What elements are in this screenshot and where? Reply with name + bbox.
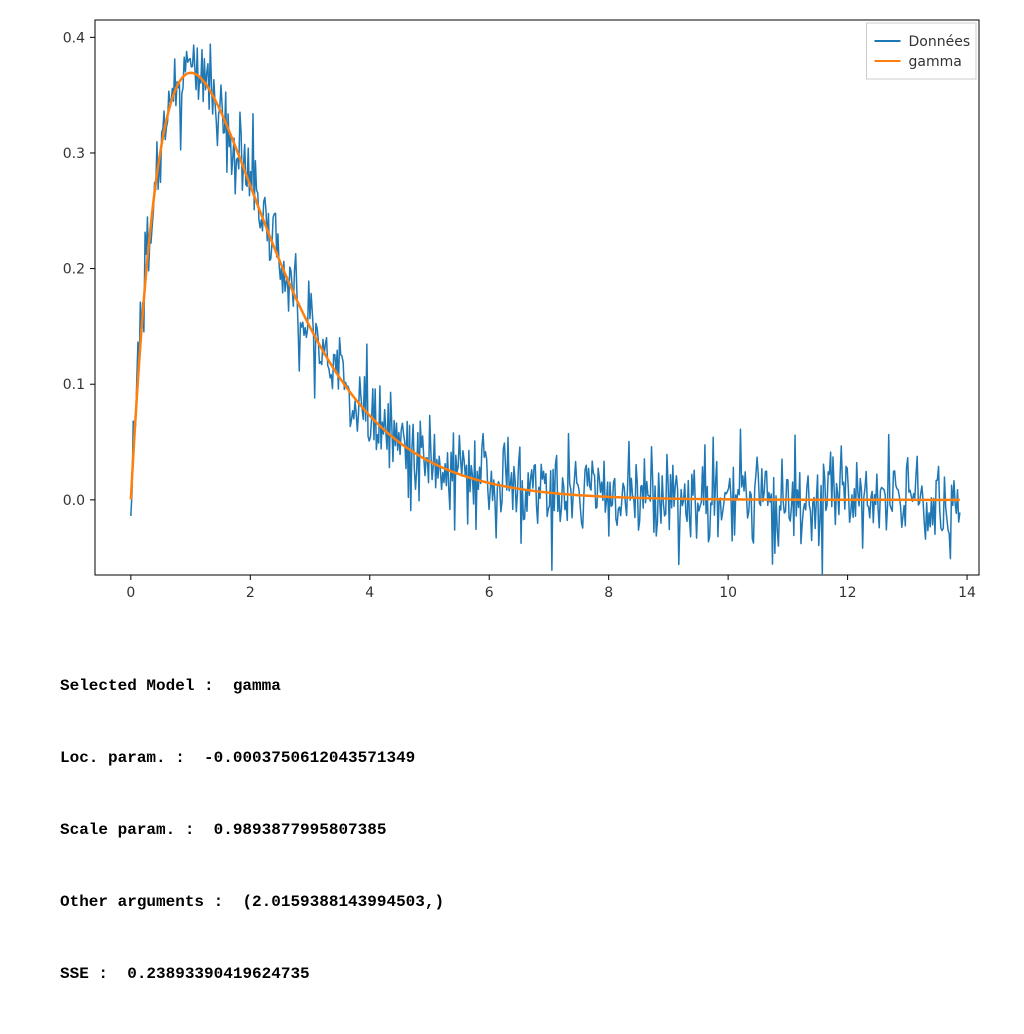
- x-tick-label: 0: [126, 585, 135, 601]
- chart-container: 0 2 4 6 8 10 12 14 0.0 0.1 0.2 0.3 0.4 Données gamma: [0, 0, 1024, 620]
- model-output-block: Selected Model : gamma Loc. param. : -0.…: [60, 626, 444, 1034]
- other-args-line: Other arguments : (2.0159388143994503,): [60, 890, 444, 914]
- x-tick-label: 14: [958, 585, 976, 601]
- x-tick-label: 8: [604, 585, 613, 601]
- y-tick-label: 0.3: [63, 146, 85, 162]
- y-tick-label: 0.4: [63, 30, 85, 46]
- x-tick-label: 10: [719, 585, 737, 601]
- x-tick-label: 6: [485, 585, 494, 601]
- y-tick-label: 0.1: [63, 377, 85, 393]
- y-tick-label: 0.2: [63, 262, 85, 278]
- y-tick-label: 0.0: [63, 493, 85, 509]
- legend-box: [867, 23, 977, 79]
- x-tick-label: 2: [246, 585, 255, 601]
- scale-param-line: Scale param. : 0.9893877995807385: [60, 818, 444, 842]
- chart-svg: 0 2 4 6 8 10 12 14 0.0 0.1 0.2 0.3 0.4 Données gamma: [0, 0, 1024, 620]
- legend: Données gamma: [867, 23, 977, 79]
- series-data: [131, 44, 960, 575]
- legend-label: Données: [909, 34, 971, 50]
- series-fit: [131, 73, 960, 500]
- sse-line: SSE : 0.23893390419624735: [60, 962, 444, 986]
- x-tick-label: 4: [365, 585, 374, 601]
- selected-model-line: Selected Model : gamma: [60, 674, 444, 698]
- x-tick-label: 12: [839, 585, 857, 601]
- legend-label: gamma: [909, 54, 962, 70]
- loc-param-line: Loc. param. : -0.0003750612043571349: [60, 746, 444, 770]
- plot-group: [131, 44, 960, 575]
